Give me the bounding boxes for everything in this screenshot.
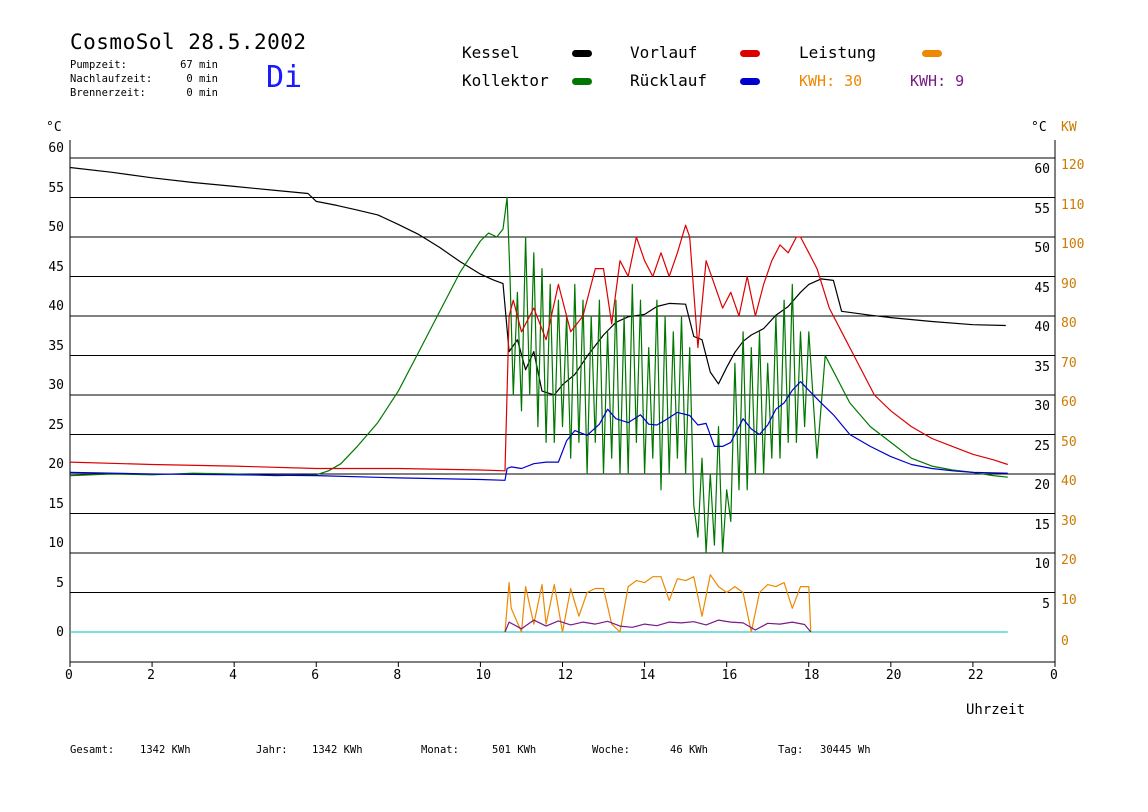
y-tick-label-right: 5 — [1042, 596, 1050, 612]
info-value-pumpzeit: 67 min — [180, 59, 218, 71]
x-tick-label: 4 — [229, 668, 237, 683]
chart-title: CosmoSol 28.5.2002 — [70, 30, 307, 54]
legend-kwh-orange: KWH: 30 — [799, 72, 863, 90]
footer-woche-label: Woche: — [592, 744, 630, 756]
legend-vorlauf-label: Vorlauf — [630, 43, 698, 62]
legend-ruecklauf-swatch — [740, 78, 760, 85]
y-tick-label-left: 55 — [48, 180, 64, 196]
y2-tick-label: 70 — [1061, 355, 1077, 371]
legend-kwh-purple: KWH: 9 — [910, 72, 965, 90]
legend-kollektor-label: Kollektor — [462, 71, 549, 90]
y-tick-label-right: 10 — [1034, 557, 1050, 572]
y-tick-label-right: 35 — [1034, 359, 1050, 375]
series-line-kessel — [69, 166, 1006, 396]
power-line-kwh_purple — [504, 619, 812, 633]
footer-woche-value: 46 KWh — [670, 744, 708, 756]
footer-jahr-value: 1342 KWh — [312, 744, 363, 756]
y-tick-label-left: 35 — [48, 338, 64, 354]
footer-monat-label: Monat: — [421, 744, 459, 756]
right-axis-unit: °C — [1031, 120, 1047, 135]
legend-kollektor-swatch — [572, 78, 592, 85]
info-label-brennerzeit: Brennerzeit: — [70, 87, 146, 99]
series-line-ruecklauf — [69, 381, 1008, 481]
y2-tick-label: 0 — [1061, 634, 1069, 649]
x-tick-label: 2 — [147, 668, 155, 683]
x-tick-label: 0 — [1050, 668, 1058, 683]
x-tick-label: 22 — [967, 668, 984, 683]
y-tick-label-left: 25 — [48, 417, 64, 433]
y-tick-label-right: 40 — [1034, 320, 1050, 335]
info-label-pumpzeit: Pumpzeit: — [70, 59, 127, 71]
footer-tag-label: Tag: — [778, 744, 804, 756]
y2-tick-label: 40 — [1061, 474, 1077, 489]
x-tick-label: 6 — [311, 668, 320, 683]
y-tick-label-right: 60 — [1034, 162, 1050, 177]
footer-gesamt-label: Gesamt: — [70, 744, 115, 756]
x-tick-label: 12 — [557, 668, 574, 683]
y-tick-label-left: 45 — [48, 259, 64, 275]
info-value-nachlaufzeit: 0 min — [186, 73, 218, 85]
info-label-nachlaufzeit: Nachlaufzeit: — [70, 73, 153, 85]
y2-tick-label: 100 — [1061, 237, 1085, 252]
y-tick-label-right: 50 — [1034, 241, 1050, 256]
legend-leistung-swatch — [922, 50, 942, 57]
legend-vorlauf-swatch — [740, 50, 760, 57]
y-tick-label-right: 20 — [1034, 478, 1050, 493]
y-tick-label-left: 5 — [56, 575, 64, 591]
y-tick-label-right: 55 — [1034, 201, 1050, 217]
y-tick-label-left: 30 — [48, 378, 64, 393]
y2-tick-label: 30 — [1061, 513, 1077, 529]
y-tick-label-left: 40 — [48, 299, 64, 314]
y2-tick-label: 80 — [1061, 316, 1077, 331]
y2-tick-label: 110 — [1061, 197, 1085, 213]
x-tick-label: 18 — [803, 668, 820, 683]
y-tick-label-right: 30 — [1034, 399, 1050, 414]
right-axis-unit-kw: KW — [1061, 120, 1077, 135]
y2-tick-label: 90 — [1061, 276, 1077, 292]
x-tick-label: 0 — [65, 668, 73, 683]
footer-jahr-label: Jahr: — [256, 744, 288, 756]
y-tick-label-left: 20 — [48, 457, 64, 472]
x-tick-label: 8 — [393, 668, 402, 683]
y-tick-label-right: 25 — [1034, 438, 1050, 454]
x-tick-label: 10 — [475, 668, 492, 683]
legend-leistung-label: Leistung — [799, 43, 877, 62]
x-tick-label: 14 — [639, 668, 656, 683]
legend-kessel-label: Kessel — [462, 43, 520, 62]
y-tick-label-left: 50 — [48, 220, 64, 235]
info-value-brennerzeit: 0 min — [186, 87, 218, 99]
y2-tick-label: 60 — [1061, 395, 1077, 410]
footer-tag-value: 30445 Wh — [820, 744, 871, 756]
x-tick-label: 16 — [721, 668, 738, 683]
x-tick-label: 20 — [885, 668, 902, 683]
y-tick-label-left: 60 — [48, 141, 64, 156]
y2-tick-label: 50 — [1061, 434, 1077, 450]
y-tick-label-left: 15 — [48, 496, 64, 512]
y-tick-label-left: 10 — [48, 536, 64, 551]
y-tick-label-right: 45 — [1034, 280, 1050, 296]
y2-tick-label: 120 — [1061, 158, 1085, 173]
left-axis-unit: °C — [46, 120, 62, 135]
footer-gesamt-value: 1342 KWh — [140, 744, 191, 756]
x-axis-label: Uhrzeit — [966, 702, 1026, 718]
legend-ruecklauf-label: Rücklauf — [630, 71, 708, 90]
y2-tick-label: 20 — [1061, 553, 1077, 568]
y-tick-label-left: 0 — [56, 625, 64, 640]
weekday-label: Di — [266, 60, 303, 95]
y2-tick-label: 10 — [1061, 592, 1077, 608]
series-line-vorlauf — [69, 224, 1008, 472]
info-values: 67 min 0 min 0 min — [160, 58, 218, 100]
info-labels: Pumpzeit: Nachlaufzeit: Brennerzeit: — [70, 58, 152, 100]
power-line-leistung — [504, 574, 812, 633]
series-line-kollektor — [69, 196, 1008, 554]
footer-monat-value: 501 KWh — [492, 744, 537, 756]
y-tick-label-right: 15 — [1034, 517, 1050, 533]
legend-kessel-swatch — [572, 50, 592, 57]
